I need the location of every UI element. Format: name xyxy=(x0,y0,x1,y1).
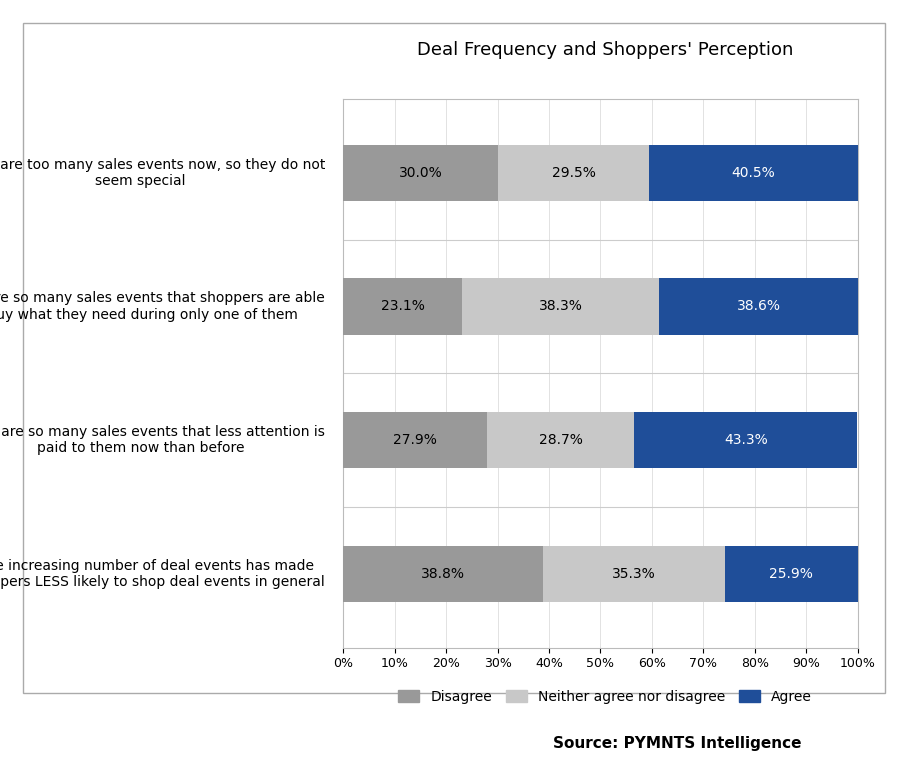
Bar xyxy=(486,412,634,469)
Text: 25.9%: 25.9% xyxy=(769,567,812,581)
Bar xyxy=(343,145,497,200)
Text: 38.8%: 38.8% xyxy=(420,567,465,581)
Text: 43.3%: 43.3% xyxy=(723,434,767,447)
Bar xyxy=(634,412,856,469)
Text: 28.7%: 28.7% xyxy=(538,434,582,447)
Text: 35.3%: 35.3% xyxy=(612,567,655,581)
Bar xyxy=(649,145,857,200)
Bar xyxy=(542,546,723,602)
Bar xyxy=(497,145,649,200)
Text: Deal Frequency and Shoppers' Perception: Deal Frequency and Shoppers' Perception xyxy=(417,40,792,59)
Text: Source: PYMNTS Intelligence: Source: PYMNTS Intelligence xyxy=(552,735,801,751)
Text: The increasing number of deal events has made
shoppers LESS likely to shop deal : The increasing number of deal events has… xyxy=(0,559,325,589)
Legend: Disagree, Neither agree nor disagree, Agree: Disagree, Neither agree nor disagree, Ag… xyxy=(392,684,816,709)
Bar xyxy=(658,278,857,335)
Text: 27.9%: 27.9% xyxy=(392,434,437,447)
Text: 38.6%: 38.6% xyxy=(736,299,779,313)
Text: 23.1%: 23.1% xyxy=(381,299,424,313)
Text: 29.5%: 29.5% xyxy=(551,165,594,180)
Bar xyxy=(343,278,462,335)
Text: 38.3%: 38.3% xyxy=(538,299,582,313)
Bar xyxy=(462,278,658,335)
Text: 40.5%: 40.5% xyxy=(731,165,775,180)
Text: There are so many sales events that less attention is
paid to them now than befo: There are so many sales events that less… xyxy=(0,425,325,456)
Text: 30.0%: 30.0% xyxy=(398,165,442,180)
Text: There are so many sales events that shoppers are able
to buy what they need duri: There are so many sales events that shop… xyxy=(0,291,325,322)
Bar xyxy=(343,546,542,602)
Bar xyxy=(723,546,857,602)
Text: There are too many sales events now, so they do not
seem special: There are too many sales events now, so … xyxy=(0,158,325,187)
Bar xyxy=(343,412,486,469)
